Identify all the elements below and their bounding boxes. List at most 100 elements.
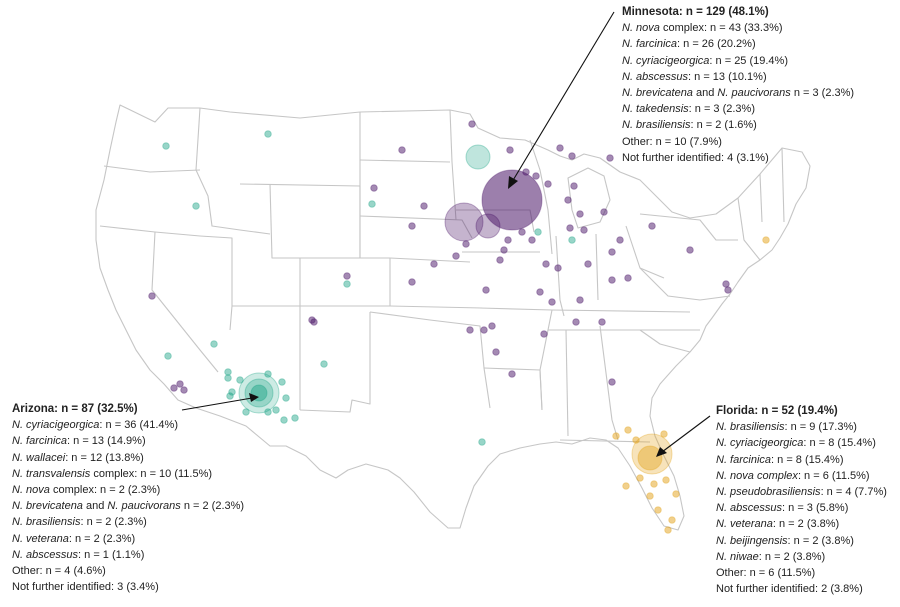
florida-line-sp: N. brasiliensis: [716, 421, 785, 434]
teal-cluster-north: [465, 144, 491, 170]
minnesota-case-point: [608, 248, 616, 256]
florida-line-sp: N. nova complex: [716, 469, 798, 482]
minnesota-line-sp: N. brevicatena: [622, 87, 693, 100]
arizona-case-point: [226, 392, 234, 400]
minnesota-case-point: [608, 378, 616, 386]
minnesota-case-point: [522, 168, 530, 176]
ks-ok: [389, 305, 483, 309]
minnesota-line: N. farcinica: n = 26 (20.2%): [622, 36, 854, 52]
arizona-case-point: [164, 352, 172, 360]
minnesota-case-point: [564, 196, 572, 204]
arizona-line: N. farcinica: n = 13 (14.9%): [12, 433, 244, 449]
florida-case-point: [660, 430, 668, 438]
minnesota-case-point: [308, 316, 316, 324]
arizona-line-sp: N. transvalensis: [12, 467, 91, 480]
florida-line-rest: : n = 2 (3.8%): [758, 550, 826, 563]
minnesota-case-point: [572, 318, 580, 326]
arizona-line: N. abscessus: n = 1 (1.1%): [12, 547, 244, 563]
florida-line: N. farcinica: n = 8 (15.4%): [716, 452, 887, 468]
minnesota-line: N. brasiliensis: n = 2 (1.6%): [622, 117, 854, 133]
arizona-case-point: [242, 408, 250, 416]
florida-line-sp: N. pseudobrasiliensis: [716, 486, 821, 499]
arizona-line-sp: N. farcinica: [12, 435, 68, 448]
arizona-line: N. transvalensis complex: n = 10 (11.5%): [12, 466, 244, 482]
nv-ut-az: [199, 235, 233, 331]
florida-line-rest: : n = 8 (15.4%): [771, 453, 844, 466]
minnesota-case-point: [576, 210, 584, 218]
minnesota-case-point: [496, 256, 504, 264]
florida-case-point: [624, 426, 632, 434]
arizona-line: Not further identified: 3 (3.4%): [12, 579, 244, 595]
in-oh: [595, 233, 599, 301]
minnesota-case-point: [452, 252, 460, 260]
florida-case-point: [672, 490, 680, 498]
arizona-line-sp: N. brevicatena: [12, 500, 83, 513]
minnesota-line-rest: Not further identified: 4 (3.1%): [622, 151, 769, 164]
minnesota-case-point: [518, 228, 526, 236]
florida-line-sp: N. cyriacigeorgica: [716, 437, 804, 450]
florida-line-rest: : n = 3 (5.8%): [782, 502, 849, 515]
id-mt-wy-west: [195, 107, 271, 235]
florida-arrowhead: [656, 447, 667, 457]
minnesota-line: N. abscessus: n = 13 (10.1%): [622, 69, 854, 85]
minnesota-case-point: [648, 222, 656, 230]
minnesota-line-sp: N. farcinica: [622, 38, 678, 51]
arizona-case-point: [272, 406, 280, 414]
minnesota-case-point: [408, 222, 416, 230]
florida-line-sp: N. beijingensis: [716, 534, 788, 547]
minnesota-case-point: [420, 202, 428, 210]
minnesota-line-rest: complex: n = 43 (33.3%): [659, 22, 783, 35]
minnesota-line-sp2: N. paucivorans: [717, 87, 791, 100]
minnesota-case-point: [532, 172, 540, 180]
minnesota-case-point: [492, 348, 500, 356]
minnesota-case-point: [408, 278, 416, 286]
florida-case-point: [662, 476, 670, 484]
wi-mi: [529, 139, 553, 255]
arizona-line-rest: complex: n = 2 (2.3%): [49, 484, 161, 497]
minnesota-line: N. cyriacigeorgica: n = 25 (19.4%): [622, 53, 854, 69]
florida-cluster-inner: [637, 445, 663, 471]
florida-case-point: [668, 516, 676, 524]
minnesota-summary: Minnesota: n = 129 (48.1%) N. nova compl…: [622, 4, 854, 166]
minnesota-case-point: [480, 326, 488, 334]
minnesota-case-point: [624, 274, 632, 282]
minnesota-arrow: [511, 11, 615, 183]
arizona-case-point: [343, 280, 351, 288]
minnesota-case-point: [462, 240, 470, 248]
minnesota-case-point: [466, 326, 474, 334]
florida-line-sp: N. niwae: [716, 550, 759, 563]
arizona-cluster-outer: [238, 372, 280, 414]
arizona-case-point: [368, 200, 376, 208]
minnesota-line-sp: N. abscessus: [622, 70, 689, 83]
minnesota-line-sp: N. brasiliensis: [622, 119, 691, 132]
arizona-line-sp: N. wallacei: [12, 451, 66, 464]
arizona-summary: Arizona: n = 87 (32.5%) N. cyriacigeorgi…: [12, 401, 244, 595]
minnesota-case-point: [542, 260, 550, 268]
minnesota-line: Not further identified: 4 (3.1%): [622, 150, 854, 166]
florida-line-rest: : n = 4 (7.7%): [820, 486, 887, 499]
minnesota-case-point: [568, 152, 576, 160]
minnesota-case-point: [170, 384, 178, 392]
florida-header: Florida: n = 52 (19.4%): [716, 405, 838, 417]
nm-tx: [299, 312, 371, 413]
florida-line-rest: : n = 2 (3.8%): [787, 534, 854, 547]
minnesota-line-rest: n = 3 (2.3%): [790, 87, 855, 100]
minnesota-header: Minnesota: n = 129 (48.1%): [622, 6, 769, 18]
minnesota-cluster-south: [475, 213, 501, 239]
minnesota-line: N. brevicatena and N. paucivorans n = 3 …: [622, 85, 854, 101]
arizona-line-sp: N. veterana: [12, 532, 69, 545]
florida-case-point: [654, 506, 662, 514]
florida-line-sp: N. farcinica: [716, 453, 772, 466]
minnesota-cluster-large: [481, 169, 543, 231]
la-ms: [539, 309, 553, 411]
mo-ar: [479, 307, 553, 311]
florida-line-rest: : n = 2 (3.8%): [772, 518, 840, 531]
minnesota-case-point: [370, 184, 378, 192]
mt-wy: [239, 183, 361, 187]
florida-line: Other: n = 6 (11.5%): [716, 565, 887, 581]
arizona-case-point: [224, 368, 232, 376]
michigan-lp: [567, 167, 611, 229]
arizona-line: N. nova complex: n = 2 (2.3%): [12, 482, 244, 498]
minnesota-case-point: [508, 370, 516, 378]
arizona-line-sp: N. brasiliensis: [12, 516, 81, 529]
